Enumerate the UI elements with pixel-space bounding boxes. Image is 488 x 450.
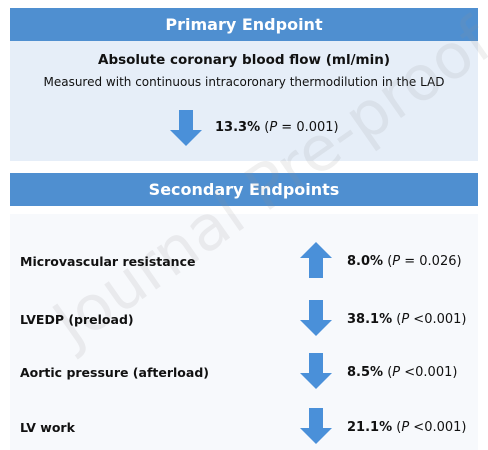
row-label: LVEDP (preload) bbox=[20, 312, 134, 327]
statistic: (P <0.001) bbox=[396, 312, 467, 327]
change: 13.3% bbox=[215, 120, 261, 135]
result: 8.0% (P = 0.026) bbox=[347, 254, 462, 269]
statistic: (P <0.001) bbox=[387, 365, 458, 380]
result: 38.1% (P <0.001) bbox=[347, 312, 467, 327]
change: 38.1% bbox=[347, 312, 393, 327]
primary-panel bbox=[10, 41, 478, 161]
down-arrow bbox=[300, 353, 332, 389]
statistic: (P = 0.001) bbox=[264, 120, 339, 135]
down-arrow bbox=[170, 110, 202, 146]
change: 21.1% bbox=[347, 420, 393, 435]
primary-subtitle: Measured with continuous intracoronary t… bbox=[43, 75, 445, 89]
primary-title: Absolute coronary blood flow (ml/min) bbox=[98, 52, 390, 68]
row-label: LV work bbox=[20, 420, 75, 435]
statistic: (P = 0.026) bbox=[387, 254, 462, 269]
up-arrow bbox=[300, 242, 332, 278]
change: 8.5% bbox=[347, 365, 384, 380]
primary-header: Primary Endpoint bbox=[10, 8, 478, 41]
result: 8.5% (P <0.001) bbox=[347, 365, 457, 380]
result: 21.1% (P <0.001) bbox=[347, 420, 467, 435]
row-label: Microvascular resistance bbox=[20, 254, 196, 269]
change: 8.0% bbox=[347, 254, 384, 269]
statistic: (P <0.001) bbox=[396, 420, 467, 435]
secondary-panel bbox=[10, 214, 478, 450]
secondary-header: Secondary Endpoints bbox=[10, 173, 478, 206]
down-arrow bbox=[300, 408, 332, 444]
down-arrow bbox=[300, 300, 332, 336]
result: 13.3% (P = 0.001) bbox=[215, 120, 339, 135]
row-label: Aortic pressure (afterload) bbox=[20, 365, 209, 380]
